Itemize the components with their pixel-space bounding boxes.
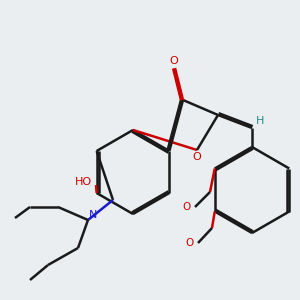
Text: N: N: [89, 211, 98, 220]
Text: O: O: [193, 152, 201, 162]
Text: O: O: [185, 238, 194, 248]
Text: H: H: [256, 116, 265, 125]
Text: O: O: [182, 202, 191, 212]
Text: O: O: [169, 56, 178, 66]
Text: HO: HO: [75, 177, 92, 187]
